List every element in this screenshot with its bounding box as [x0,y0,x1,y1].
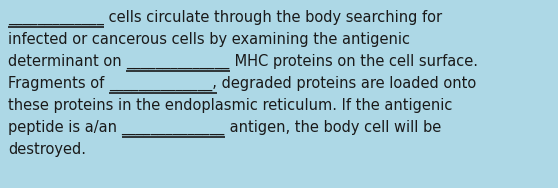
Text: ______________,: ______________, [109,76,217,91]
Text: destroyed.: destroyed. [8,142,86,157]
Text: peptide is a/an: peptide is a/an [8,120,122,135]
Text: degraded proteins are loaded onto: degraded proteins are loaded onto [217,76,476,91]
Text: cells circulate through the body searching for: cells circulate through the body searchi… [104,10,442,25]
Text: ______________: ______________ [122,120,225,135]
Text: these proteins in the endoplasmic reticulum. If the antigenic: these proteins in the endoplasmic reticu… [8,98,453,113]
Text: determinant on: determinant on [8,54,126,69]
Text: ______________: ______________ [126,54,229,69]
Text: antigen, the body cell will be: antigen, the body cell will be [225,120,441,135]
Text: infected or cancerous cells by examining the antigenic: infected or cancerous cells by examining… [8,32,410,47]
Text: Fragments of: Fragments of [8,76,109,91]
Text: MHC proteins on the cell surface.: MHC proteins on the cell surface. [229,54,478,69]
Text: _____________: _____________ [8,10,104,25]
